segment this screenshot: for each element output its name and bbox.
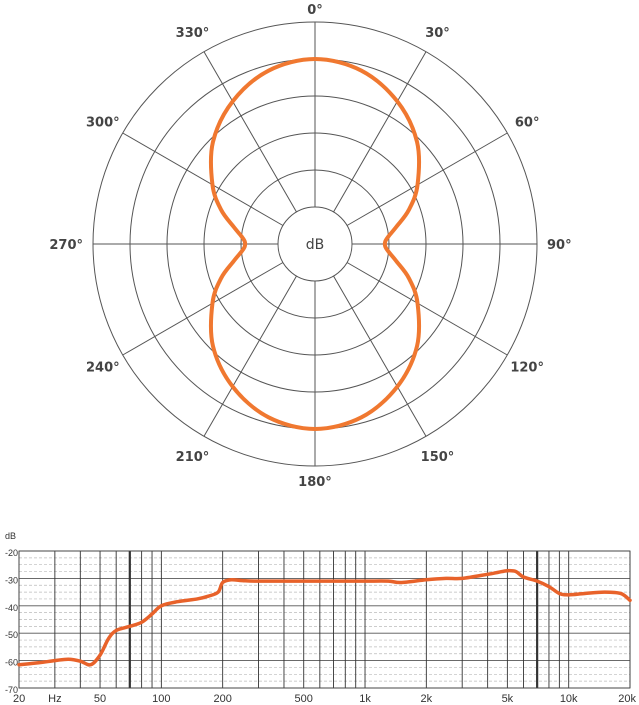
freq-x-tick-label: Hz — [48, 693, 61, 705]
freq-y-ticks: -20 -30 -40 -50 -60 -70 — [5, 548, 18, 695]
freq-x-tick-label: 200 — [213, 693, 231, 705]
polar-angle-label: 150° — [421, 450, 455, 465]
polar-grid — [92, 21, 538, 467]
polar-pattern-chart: 0° 30° 60° 90° 120° 150° 180° 210° 240° 270° 300° 3… — [49, 3, 571, 490]
frequency-response-chart: dB -20-30-40-50-60-70 20 Hz 50 100 200 500 1k 2… — [5, 531, 636, 705]
polar-spoke — [203, 51, 297, 213]
polar-angle-label: 330° — [176, 26, 210, 41]
freq-y-tick-label: -50 — [5, 630, 18, 640]
freq-x-ticks: 20 Hz 50 100 200 500 1k 2k 5k 10k 20k — [13, 693, 636, 705]
polar-angle-label: 0° — [307, 3, 323, 18]
polar-angle-label: 60° — [515, 116, 540, 131]
polar-spoke — [203, 275, 297, 437]
freq-ylabel: dB — [5, 531, 16, 541]
polar-angle-label: 120° — [510, 361, 544, 376]
freq-x-tick-label: 20k — [618, 693, 636, 705]
polar-spoke — [122, 262, 284, 356]
freq-frame — [18, 550, 631, 689]
polar-angle-label: 300° — [86, 116, 120, 131]
polar-angle-label: 180° — [298, 475, 332, 490]
freq-x-tick-label: 20 — [13, 693, 25, 705]
freq-x-tick-label: 5k — [502, 693, 514, 705]
polar-angle-label: 30° — [425, 26, 450, 41]
polar-angle-label: 270° — [49, 238, 83, 253]
freq-x-tick-label: 500 — [295, 693, 313, 705]
polar-angle-label: 210° — [176, 450, 210, 465]
freq-grid — [18, 550, 631, 689]
polar-angle-label: 240° — [86, 361, 120, 376]
freq-x-tick-label: 10k — [560, 693, 578, 705]
polar-spoke — [333, 51, 427, 213]
freq-x-tick-label: 1k — [359, 693, 371, 705]
freq-y-tick-label: -40 — [5, 603, 18, 613]
freq-y-tick-label: -60 — [5, 658, 18, 668]
polar-spoke — [122, 132, 284, 226]
polar-angle-label: 90° — [547, 238, 572, 253]
polar-center-label: dB — [306, 237, 325, 253]
freq-y-tick-label: -20 — [5, 548, 18, 558]
freq-x-tick-label: 2k — [421, 693, 433, 705]
frequency-response-curve — [17, 568, 632, 667]
polar-pattern-curve — [208, 57, 422, 431]
polar-spoke — [346, 262, 508, 356]
polar-spoke — [346, 132, 508, 226]
polar-spoke — [333, 275, 427, 437]
freq-y-tick-label: -30 — [5, 575, 18, 585]
freq-y-tick-label: -70 — [5, 685, 18, 695]
polar-angle-labels: 0° 30° 60° 90° 120° 150° 180° 210° 240° 270° 300° 3… — [49, 3, 571, 490]
freq-x-tick-label: 50 — [94, 693, 106, 705]
freq-x-tick-label: 100 — [152, 693, 170, 705]
